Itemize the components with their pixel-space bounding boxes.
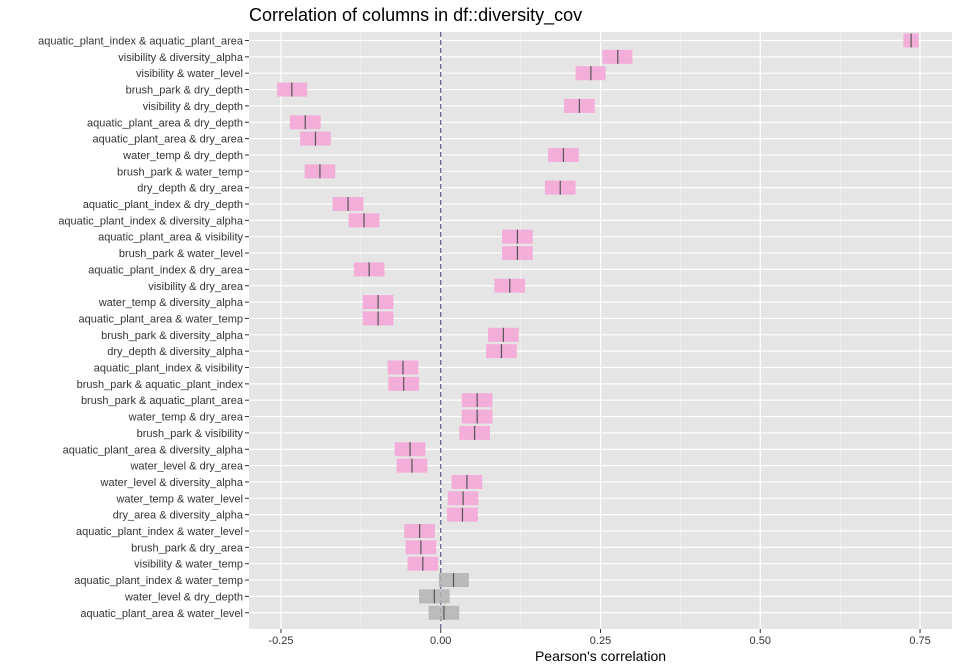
y-tick-label: aquatic_plant_area & diversity_alpha bbox=[63, 444, 244, 456]
y-tick-label: aquatic_plant_index & water_temp bbox=[74, 575, 243, 587]
y-tick-label: brush_park & dry_depth bbox=[126, 85, 243, 97]
y-tick-label: water_level & diversity_alpha bbox=[100, 477, 244, 489]
interval-bars bbox=[277, 33, 919, 620]
y-tick-label: aquatic_plant_index & visibility bbox=[94, 363, 244, 375]
y-tick-label: brush_park & dry_area bbox=[131, 542, 244, 554]
y-tick-label: water_temp & dry_depth bbox=[122, 150, 243, 162]
y-tick-label: visibility & dry_area bbox=[148, 281, 244, 293]
x-axis-title: Pearson's correlation bbox=[534, 648, 667, 664]
y-tick-label: visibility & water_level bbox=[136, 68, 243, 80]
chart-title: Correlation of columns in df::diversity_… bbox=[249, 5, 583, 25]
x-tick-label: 0.75 bbox=[909, 635, 930, 647]
y-tick-label: aquatic_plant_index & dry_area bbox=[88, 264, 244, 276]
y-tick-label: aquatic_plant_area & water_level bbox=[80, 608, 243, 620]
y-tick-label: visibility & water_temp bbox=[134, 559, 243, 571]
y-tick-label: aquatic_plant_area & water_temp bbox=[79, 313, 244, 325]
y-tick-label: aquatic_plant_index & dry_depth bbox=[83, 199, 243, 211]
y-tick-label: aquatic_plant_area & dry_area bbox=[93, 134, 244, 146]
x-tick-label: 0.00 bbox=[430, 635, 451, 647]
y-tick-label: brush_park & diversity_alpha bbox=[101, 330, 244, 342]
minor-gridlines bbox=[360, 32, 841, 629]
x-tick-label: 0.50 bbox=[750, 635, 771, 647]
y-tick-label: brush_park & visibility bbox=[137, 428, 244, 440]
y-tick-label: water_level & dry_depth bbox=[124, 591, 243, 603]
y-tick-label: water_temp & water_level bbox=[115, 493, 243, 505]
y-tick-label: aquatic_plant_area & visibility bbox=[98, 232, 243, 244]
y-tick-label: brush_park & aquatic_plant_area bbox=[81, 395, 244, 407]
y-tick-label: aquatic_plant_index & aquatic_plant_area bbox=[38, 36, 244, 48]
y-tick-label: water_level & dry_area bbox=[129, 461, 243, 473]
y-tick-label: dry_depth & diversity_alpha bbox=[107, 346, 244, 358]
y-tick-label: aquatic_plant_index & water_level bbox=[76, 526, 243, 538]
x-tick-label: -0.25 bbox=[268, 635, 293, 647]
y-tick-label: water_temp & dry_area bbox=[128, 412, 244, 424]
y-tick-label: brush_park & aquatic_plant_index bbox=[77, 379, 244, 391]
x-axis-labels: -0.25 0.00 0.25 0.50 0.75 bbox=[268, 629, 931, 647]
y-tick-label: aquatic_plant_area & dry_depth bbox=[87, 117, 243, 129]
y-tick-label: water_temp & diversity_alpha bbox=[98, 297, 244, 309]
y-tick-label: visibility & diversity_alpha bbox=[118, 52, 244, 64]
y-axis-labels: aquatic_plant_index & aquatic_plant_area… bbox=[38, 36, 249, 620]
x-tick-label: 0.25 bbox=[590, 635, 611, 647]
y-tick-label: brush_park & water_level bbox=[119, 248, 243, 260]
y-tick-label: visibility & dry_depth bbox=[143, 101, 243, 113]
y-tick-label: dry_area & diversity_alpha bbox=[113, 510, 244, 522]
y-tick-label: dry_depth & dry_area bbox=[137, 183, 244, 195]
y-tick-label: brush_park & water_temp bbox=[117, 166, 243, 178]
y-tick-label: aquatic_plant_index & diversity_alpha bbox=[58, 215, 244, 227]
major-gridlines bbox=[249, 32, 952, 629]
